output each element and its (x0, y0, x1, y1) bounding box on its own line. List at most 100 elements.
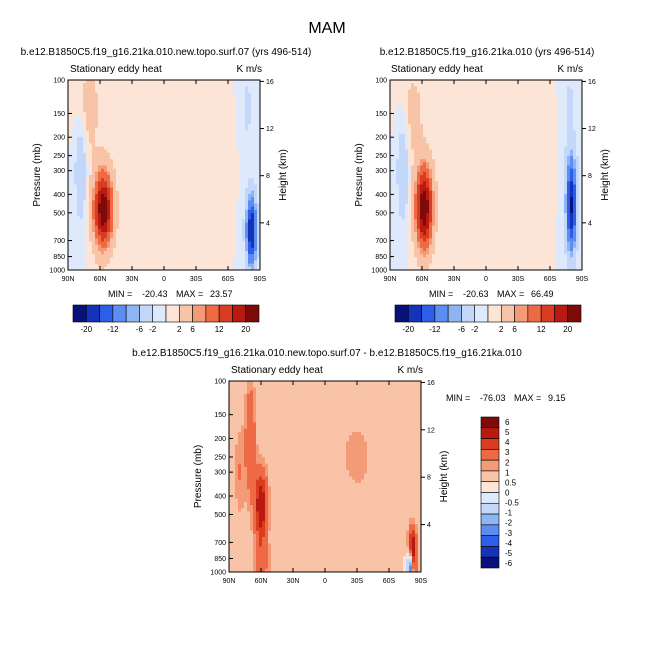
contour-cell (71, 99, 75, 103)
contour-cell (143, 111, 147, 116)
contour-cell (134, 260, 138, 265)
contour-cell (230, 159, 234, 163)
contour-cell (224, 149, 228, 154)
contour-cell (101, 209, 105, 214)
contour-cell (194, 89, 198, 94)
contour-cell (134, 187, 138, 192)
contour-cell (209, 228, 213, 233)
contour-cell (77, 219, 81, 223)
contour-cell (429, 83, 433, 87)
contour-cell (119, 102, 123, 106)
contour-cell (221, 197, 225, 201)
contour-cell (143, 168, 147, 173)
contour-cell (239, 121, 243, 125)
contour-cell (438, 95, 442, 100)
contour-cell (77, 209, 81, 214)
contour-cell (558, 80, 562, 84)
contour-cell (579, 127, 583, 132)
contour-cell (209, 247, 213, 252)
contour-cell (435, 83, 439, 87)
contour-cell (173, 266, 177, 271)
contour-cell (191, 121, 195, 125)
contour-cell (161, 105, 165, 109)
contour-cell (462, 86, 466, 90)
contour-cell (543, 86, 547, 90)
contour-cell (519, 95, 523, 100)
contour-cell (179, 89, 183, 94)
contour-cell (131, 143, 135, 147)
contour-cell (80, 118, 84, 122)
contour-cell (71, 194, 75, 198)
contour-cell (176, 130, 180, 135)
contour-cell (510, 118, 514, 122)
contour-cell (113, 152, 117, 157)
contour-cell (164, 181, 168, 185)
contour-cell (227, 108, 231, 113)
contour-cell (179, 140, 183, 144)
contour-cell (567, 83, 571, 87)
contour-cell (477, 102, 481, 106)
contour-cell (155, 149, 159, 154)
contour-cell (227, 121, 231, 125)
contour-cell (89, 244, 93, 249)
contour-cell (131, 254, 135, 258)
contour-cell (143, 203, 147, 208)
contour-cell (206, 127, 210, 132)
contour-cell (122, 209, 126, 214)
contour-cell (143, 114, 147, 119)
contour-cell (528, 95, 532, 100)
colorbar-swatch (178, 304, 193, 323)
contour-cell (405, 92, 409, 97)
contour-cell (95, 102, 99, 106)
contour-cell (200, 216, 204, 220)
contour-cell (534, 111, 538, 116)
contour-cell (242, 127, 246, 132)
contour-cell (128, 152, 132, 157)
contour-cell (86, 232, 90, 236)
contour-cell (86, 266, 90, 271)
contour-cell (504, 105, 508, 109)
contour-cell (116, 162, 120, 166)
contour-cell (170, 162, 174, 166)
contour-cell (128, 241, 132, 246)
contour-cell (483, 80, 487, 84)
contour-cell (203, 95, 207, 100)
contour-cell (143, 80, 147, 84)
contour-cell (200, 137, 204, 141)
contour-cell (110, 178, 114, 182)
contour-cell (245, 184, 249, 189)
contour-cell (149, 149, 153, 154)
contour-cell (215, 213, 219, 217)
contour-cell (83, 165, 87, 170)
contour-cell (128, 247, 132, 252)
contour-cell (104, 143, 108, 147)
contour-cell (116, 143, 120, 147)
contour-cell (80, 235, 84, 239)
contour-cell (143, 197, 147, 201)
contour-cell (101, 222, 105, 227)
contour-cell (92, 86, 96, 90)
contour-cell (119, 149, 123, 154)
contour-cell (176, 149, 180, 154)
contour-cell (200, 83, 204, 87)
contour-cell (203, 260, 207, 265)
contour-cell (152, 118, 156, 122)
colorbar-label: -20 (81, 325, 93, 334)
contour-cell (131, 263, 135, 268)
contour-cell (176, 80, 180, 84)
contour-cell (432, 80, 436, 84)
contour-cell (197, 80, 201, 84)
contour-cell (155, 121, 159, 125)
contour-cell (534, 102, 538, 106)
contour-cell (564, 102, 568, 106)
contour-cell (83, 247, 87, 252)
contour-cell (110, 99, 114, 103)
contour-cell (95, 219, 99, 223)
contour-cell (161, 251, 165, 255)
contour-cell (393, 105, 397, 109)
contour-cell (239, 159, 243, 163)
contour-cell (113, 184, 117, 189)
contour-cell (176, 187, 180, 192)
contour-cell (131, 209, 135, 214)
contour-cell (146, 213, 150, 217)
